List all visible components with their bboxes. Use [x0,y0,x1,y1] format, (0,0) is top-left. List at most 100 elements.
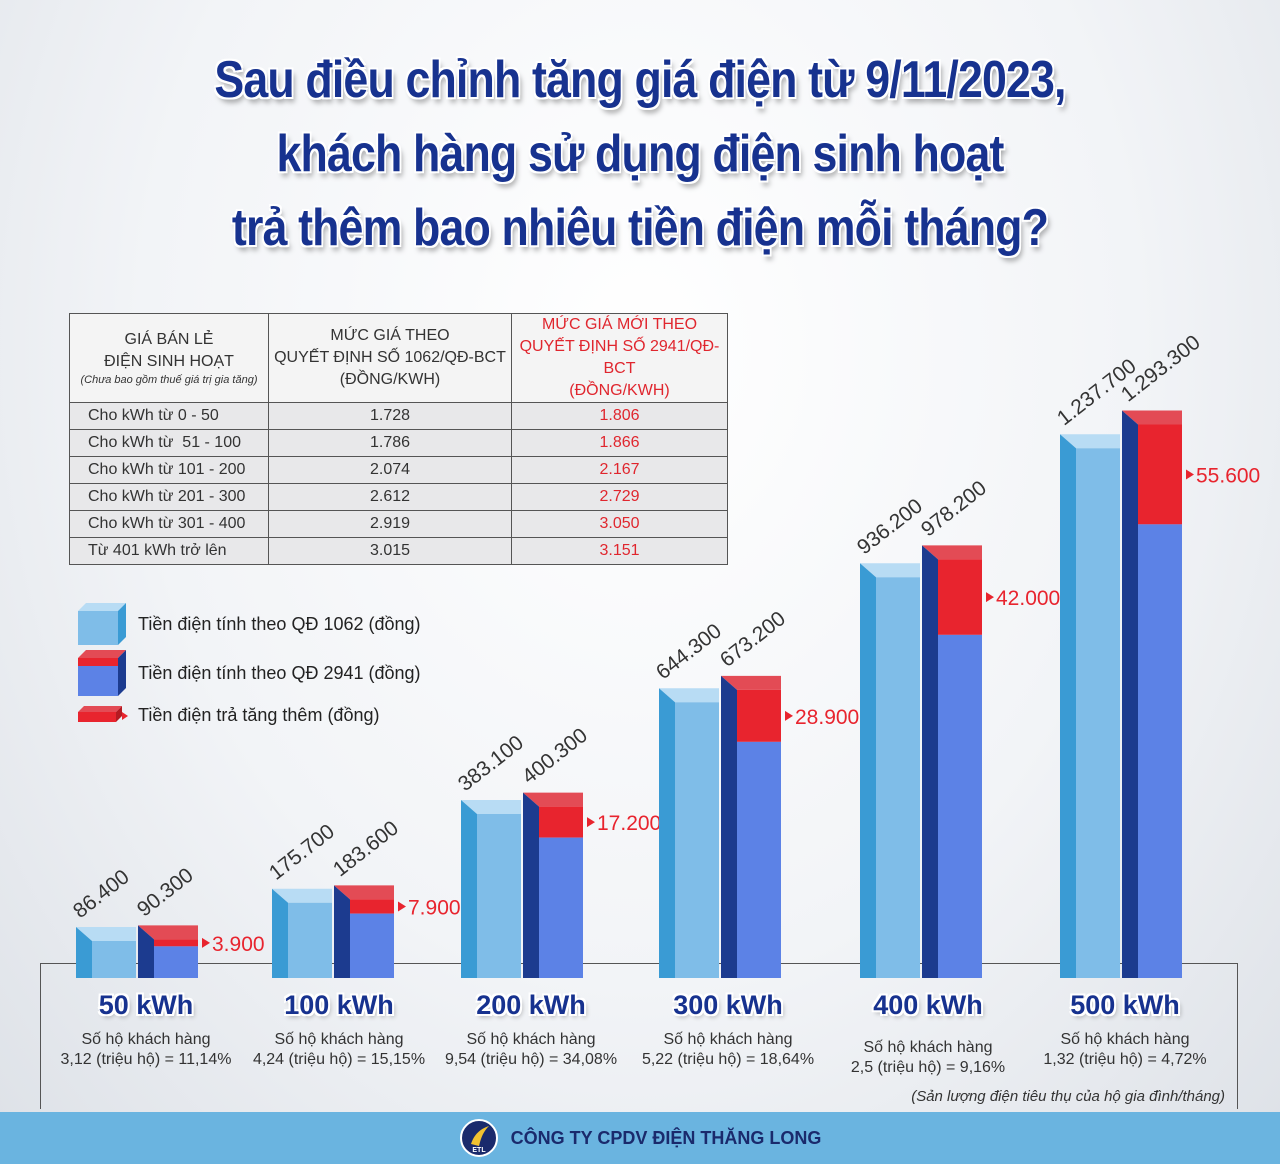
household-label: Số hộ khách hàng [466,1031,596,1048]
title-line-1: Sau điều chỉnh tăng giá điện từ 9/11/202… [214,51,1066,109]
value-label-old: 644.300 [652,619,726,684]
old-price: 3.015 [268,537,512,565]
household-value: 4,24 (triệu hộ) = 15,15% [252,1051,426,1068]
category-label: 100 kWh [284,990,394,1020]
increase-arrow-icon [785,710,793,721]
old-price: 2.919 [268,510,512,538]
bar-new-front [350,913,394,978]
bar-increase-segment [350,899,394,914]
bar-old-side [1060,434,1076,978]
bar-new-side [1122,410,1138,978]
new-price: 2.729 [511,483,728,511]
bar-new-top-face [1122,410,1182,425]
bar-old-top-face [860,563,920,578]
increase-arrow-icon [1186,469,1194,480]
header-col1-line2: ĐIỆN SINH HOẠT [104,353,234,370]
value-label-new: 90.300 [133,864,198,922]
bar-new-top-face [922,545,982,560]
value-label-old: 936.200 [853,494,927,559]
old-price: 2.074 [268,456,512,484]
bar-new-front [938,634,982,978]
header-retail-price: GIÁ BÁN LẺ ĐIỆN SINH HOẠT (Chưa bao gồm … [69,313,269,403]
value-label-new: 673.200 [716,607,790,672]
household-label: Số hộ khách hàng [663,1031,793,1048]
bar-new-top-face [138,925,198,940]
tier-label: Cho kWh từ 301 - 400 [69,510,269,538]
value-label-increase: 3.900 [212,933,265,956]
header-col3-line1: MỨC GIÁ MỚI THEO [541,316,698,333]
bar-old-front [1076,448,1120,978]
bar-new-side [721,675,737,978]
header-new-price: MỨC GIÁ MỚI THEO QUYẾT ĐỊNH SỐ 2941/QĐ-B… [511,313,728,403]
bar-new-front [1138,524,1182,978]
household-info: Số hộ khách hàng 9,54 (triệu hộ) = 34,08% [421,1030,641,1070]
header-col3-line3: (ĐỒNG/KWH) [569,382,670,399]
price-table: GIÁ BÁN LẺ ĐIỆN SINH HOẠT (Chưa bao gồm … [69,313,728,565]
household-info: Số hộ khách hàng 5,22 (triệu hộ) = 18,64% [618,1030,838,1070]
table-row: Từ 401 kWh trở lên 3.015 3.151 [69,537,728,565]
category-label: 200 kWh [476,990,586,1020]
company-name: CÔNG TY CPDV ĐIỆN THĂNG LONG [510,1127,822,1148]
table-row: Cho kWh từ 0 - 50 1.728 1.806 [69,402,728,430]
value-label-increase: 17.200 [597,812,661,835]
logo-text: ETL [472,1147,486,1154]
header-col2-line2: QUYẾT ĐỊNH SỐ 1062/QĐ-BCT [274,349,506,366]
category-label: 500 kWh [1070,990,1180,1020]
bar-old-top-face [659,688,719,703]
category-label: 300 kWh [673,990,783,1020]
table-row: Cho kWh từ 51 - 100 1.786 1.866 [69,429,728,457]
bar-old-front [288,902,332,978]
value-label-new: 400.300 [518,724,592,789]
household-info: Số hộ khách hàng 3,12 (triệu hộ) = 11,14% [36,1030,256,1070]
tier-label: Cho kWh từ 201 - 300 [69,483,269,511]
bar-old-front [92,941,136,978]
household-value: 3,12 (triệu hộ) = 11,14% [60,1051,232,1068]
bar-new-side [334,885,350,978]
bar-increase-segment [154,939,198,947]
bar-new-top-face [523,792,583,807]
legend-label-increase: Tiền điện trả tăng thêm (đồng) [138,705,380,725]
legend-item-old: Tiền điện tính theo QĐ 1062 (đồng) [78,603,421,645]
bar-old-side [76,927,92,978]
value-label-new: 978.200 [917,476,991,541]
header-col2-line3: (ĐỒNG/KWH) [339,371,441,388]
category-label: 50 kWh [98,990,194,1020]
table-row: Cho kWh từ 201 - 300 2.612 2.729 [69,483,728,511]
axis-note: (Sản lượng điện tiêu thụ của hộ gia đình… [911,1088,1225,1105]
household-value: 2,5 (triệu hộ) = 9,16% [850,1059,1006,1076]
bar-old-side [659,688,675,978]
household-label: Số hộ khách hàng [274,1031,404,1048]
legend-label-old: Tiền điện tính theo QĐ 1062 (đồng) [138,613,421,634]
table-row: Cho kWh từ 101 - 200 2.074 2.167 [69,456,728,484]
title-line-3: trả thêm bao nhiêu tiền điện mỗi tháng? [231,199,1049,257]
bar-old-top-face [76,927,136,942]
household-info: Số hộ khách hàng 1,32 (triệu hộ) = 4,72% [1015,1030,1235,1070]
bar-increase-segment [539,806,583,838]
value-label-increase: 42.000 [996,587,1060,610]
household-value: 1,32 (triệu hộ) = 4,72% [1043,1051,1207,1068]
bar-new-side [523,792,539,978]
bar-increase-segment [938,559,982,635]
increase-arrow-icon [202,937,210,948]
value-label-increase: 28.900 [795,706,859,729]
bar-increase-segment [1138,424,1182,525]
bar-old-front [477,814,521,978]
tier-label: Cho kWh từ 101 - 200 [69,456,269,484]
bar-new-front [539,837,583,978]
bar-increase-segment [737,689,781,742]
header-col3-line2: QUYẾT ĐỊNH SỐ 2941/QĐ-BCT [519,338,720,377]
legend-item-new: Tiền điện tính theo QĐ 2941 (đồng) [78,650,421,696]
household-value: 5,22 (triệu hộ) = 18,64% [641,1051,815,1068]
old-price: 2.612 [268,483,512,511]
title-line-2: khách hàng sử dụng điện sinh hoạt [276,125,1004,183]
bar-new-side [138,925,154,978]
tier-label: Cho kWh từ 0 - 50 [69,402,269,430]
household-info: Số hộ khách hàng 4,24 (triệu hộ) = 15,15% [229,1030,449,1070]
bar-old-front [675,702,719,978]
value-label-increase: 7.900 [408,897,461,920]
new-price: 1.866 [511,429,728,457]
bar-new-top-face [334,885,394,900]
new-price: 3.151 [511,537,728,565]
household-label: Số hộ khách hàng [863,1039,993,1056]
